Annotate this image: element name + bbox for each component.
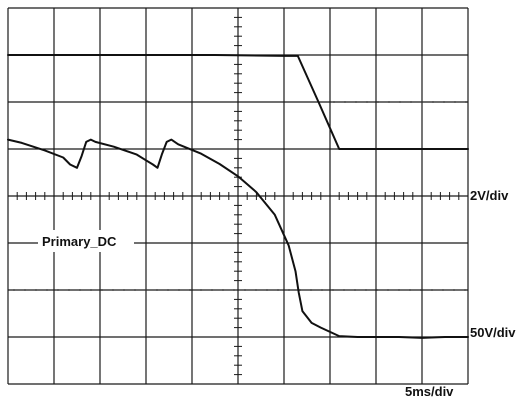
reference-dot (255, 289, 257, 291)
reference-dot (432, 101, 434, 103)
reference-dot (57, 289, 59, 291)
trace-label-background (38, 230, 134, 252)
reference-dot (355, 101, 357, 103)
reference-dot (321, 289, 323, 291)
reference-dot (387, 289, 389, 291)
reference-dot (376, 289, 378, 291)
reference-dot (454, 101, 456, 103)
trace-label: Primary_DC (42, 234, 117, 249)
reference-dot (24, 289, 26, 291)
reference-dot (145, 289, 147, 291)
reference-dot (277, 289, 279, 291)
reference-dot (134, 289, 136, 291)
reference-dot (344, 101, 346, 103)
reference-dot (365, 289, 367, 291)
reference-dot (410, 101, 412, 103)
traces (7, 54, 469, 339)
reference-dot (46, 289, 48, 291)
reference-dot (465, 101, 467, 103)
reference-dot (343, 289, 345, 291)
reference-dot (310, 289, 312, 291)
reference-dot (211, 289, 213, 291)
reference-dot (123, 289, 125, 291)
reference-dot (333, 101, 335, 103)
reference-dot (244, 289, 246, 291)
reference-dot (431, 289, 433, 291)
reference-dot (222, 289, 224, 291)
reference-dot (35, 289, 37, 291)
reference-dot (288, 289, 290, 291)
bottom-channel-scale: 50V/div (470, 325, 516, 340)
reference-dot (442, 289, 444, 291)
reference-dot (399, 101, 401, 103)
reference-dot (443, 101, 445, 103)
reference-dot (90, 289, 92, 291)
trace-line-1 (7, 54, 469, 150)
reference-dot (398, 289, 400, 291)
reference-dot (464, 289, 466, 291)
reference-dots (13, 101, 467, 291)
reference-dot (388, 101, 390, 103)
reference-dot (421, 101, 423, 103)
reference-dot (189, 289, 191, 291)
reference-dot (79, 289, 81, 291)
reference-dot (178, 289, 180, 291)
reference-dot (101, 289, 103, 291)
reference-dot (13, 289, 15, 291)
reference-dot (200, 289, 202, 291)
reference-dot (167, 289, 169, 291)
center-axis-ticks (7, 7, 460, 376)
reference-dot (377, 101, 379, 103)
reference-dot (354, 289, 356, 291)
reference-dot (299, 289, 301, 291)
reference-dot (366, 101, 368, 103)
time-scale: 5ms/div (405, 384, 454, 399)
trace-line-2 (7, 138, 469, 339)
reference-dot (266, 289, 268, 291)
reference-dot (233, 289, 235, 291)
reference-dot (420, 289, 422, 291)
reference-dot (453, 289, 455, 291)
reference-dot (409, 289, 411, 291)
top-channel-scale: 2V/div (470, 188, 509, 203)
reference-dot (68, 289, 70, 291)
reference-dot (112, 289, 114, 291)
reference-dot (156, 289, 158, 291)
reference-dot (332, 289, 334, 291)
